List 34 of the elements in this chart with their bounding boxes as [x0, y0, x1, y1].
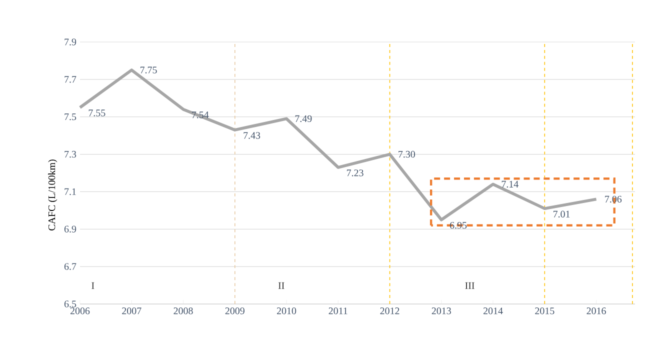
- x-tick-label: 2010: [276, 308, 296, 314]
- data-label: 7.14: [502, 180, 518, 188]
- y-tick-label: 7.1: [64, 188, 76, 196]
- annotation: III: [465, 282, 474, 289]
- x-tick-label: 2006: [70, 308, 90, 314]
- data-label: 7.23: [346, 170, 364, 176]
- y-tick-label: 6.7: [64, 263, 76, 270]
- x-tick-label: 2008: [174, 308, 193, 314]
- data-label: 6.95: [450, 222, 467, 229]
- data-label: 7.49: [295, 115, 312, 122]
- annotation: I: [92, 282, 94, 289]
- data-label: 7.30: [398, 150, 416, 158]
- data-label: 7.75: [140, 66, 157, 74]
- x-tick-label: 2012: [380, 308, 400, 314]
- y-tick-label: 7.7: [64, 76, 76, 83]
- y-tick-label: 6.5: [64, 300, 76, 308]
- x-tick-label: 2007: [122, 308, 142, 314]
- x-tick-label: 2011: [328, 308, 348, 314]
- y-tick-label: 6.9: [64, 226, 76, 233]
- line-series: [78, 68, 598, 222]
- data-label: 7.54: [192, 112, 209, 118]
- data-label: 7.55: [88, 110, 106, 116]
- x-tick-label: 2014: [484, 308, 503, 314]
- x-tick-label: 2009: [225, 308, 244, 314]
- data-label: 7.43: [244, 132, 260, 139]
- y-axis-title: CAFC (L/100km): [48, 160, 58, 230]
- x-tick-label: 2013: [432, 308, 451, 314]
- x-tick-label: 2016: [586, 308, 606, 314]
- y-tick-label: 7.5: [64, 114, 76, 120]
- x-tick-label: 2015: [535, 308, 554, 314]
- y-tick-label: 7.3: [64, 150, 76, 158]
- data-label: 7.01: [553, 210, 570, 218]
- annotation: II: [278, 282, 284, 289]
- y-tick-label: 7.9: [64, 38, 76, 46]
